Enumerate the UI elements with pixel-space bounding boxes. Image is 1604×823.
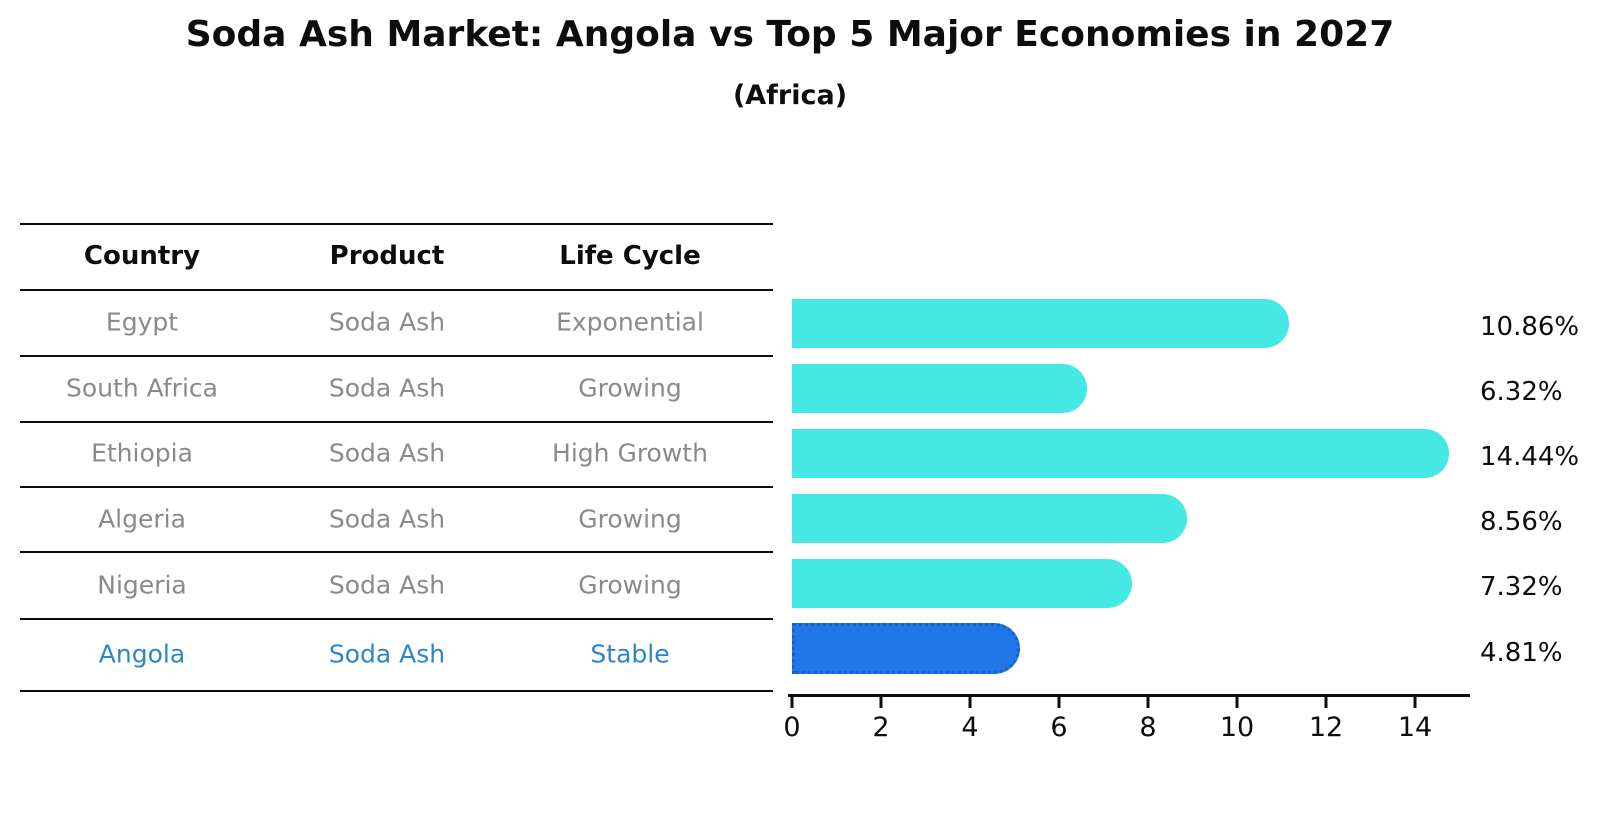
table-cell-life-cycle: Exponential — [556, 307, 704, 337]
table-cell-life-cycle: Growing — [578, 504, 682, 533]
highlight-bar-angola — [792, 622, 1020, 674]
table-cell-product: Soda Ash — [328, 307, 446, 337]
x-axis-tick-label: 14 — [1397, 712, 1433, 743]
table-cell-life-cycle: Growing — [578, 570, 682, 599]
bar-value-label: 4.81% — [1480, 638, 1563, 668]
x-axis-tick-label: 8 — [1139, 712, 1157, 743]
bar-value-label: 14.44% — [1480, 442, 1580, 472]
bar-algeria — [792, 493, 1187, 543]
bar-egypt — [792, 298, 1289, 348]
chart-subtitle: (Africa) — [732, 80, 848, 111]
table-cell-product: Soda Ash — [328, 504, 446, 533]
bar-value-label: 6.32% — [1480, 377, 1563, 407]
table-rule — [20, 355, 773, 357]
table-cell-country: Nigeria — [97, 570, 187, 599]
x-axis-line — [788, 694, 1470, 697]
table-rule — [20, 223, 773, 225]
bar-value-label: 7.32% — [1480, 572, 1563, 602]
table-cell-product: Soda Ash — [328, 438, 446, 468]
table-cell-country: Egypt — [105, 307, 179, 337]
table-header-life-cycle: Life Cycle — [559, 241, 701, 271]
table-cell-life-cycle: Stable — [590, 639, 670, 669]
table-header-product: Product — [329, 241, 445, 271]
table-cell-country: South Africa — [66, 373, 218, 402]
table-cell-life-cycle: High Growth — [552, 438, 708, 468]
table-cell-country: Algeria — [98, 504, 186, 533]
x-axis-tick — [1413, 696, 1417, 708]
x-axis-tick-label: 2 — [872, 712, 890, 743]
table-rule — [20, 420, 773, 423]
x-axis-tick — [790, 696, 794, 708]
x-axis-tick — [1057, 696, 1061, 708]
bar-value-label: 8.56% — [1480, 507, 1563, 537]
table-cell-life-cycle: Growing — [578, 373, 682, 402]
bar-ethiopia — [792, 428, 1449, 478]
table-cell-product: Soda Ash — [328, 639, 446, 669]
chart-title: Soda Ash Market: Angola vs Top 5 Major E… — [185, 14, 1395, 55]
x-axis-tick — [879, 696, 883, 708]
x-axis-tick — [1235, 696, 1239, 708]
bar-south-africa — [792, 363, 1087, 413]
bar-value-label: 10.86% — [1480, 312, 1580, 342]
table-cell-country: Angola — [98, 639, 186, 669]
x-axis-tick-label: 12 — [1308, 712, 1344, 743]
table-cell-country: Ethiopia — [91, 438, 193, 468]
x-axis-tick-label: 10 — [1219, 712, 1255, 743]
table-rule — [20, 486, 773, 488]
table-rule — [20, 690, 773, 692]
table-rule — [20, 618, 773, 620]
table-rule — [20, 551, 773, 553]
table-cell-product: Soda Ash — [328, 373, 446, 402]
x-axis-tick — [1324, 696, 1328, 708]
table-rule — [20, 289, 773, 291]
x-axis-tick-label: 4 — [961, 712, 979, 743]
table-cell-product: Soda Ash — [328, 570, 446, 599]
x-axis-tick-label: 0 — [783, 712, 801, 743]
table-header-country: Country — [83, 241, 201, 271]
x-axis-tick — [1146, 696, 1150, 708]
bar-nigeria — [792, 558, 1132, 608]
x-axis-tick-label: 6 — [1050, 712, 1068, 743]
x-axis-tick — [968, 696, 972, 708]
